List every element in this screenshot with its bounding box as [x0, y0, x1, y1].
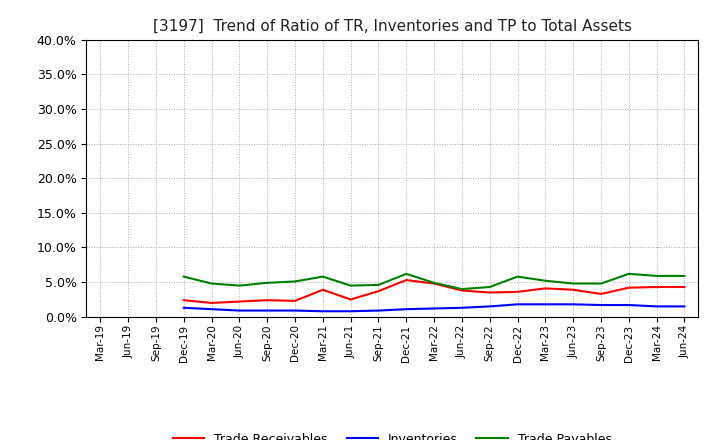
- Inventories: [235, 308, 243, 313]
- Inventories: [179, 305, 188, 311]
- Inventories: [263, 308, 271, 313]
- Trade Receivables: [207, 300, 216, 305]
- Trade Receivables: [569, 287, 577, 293]
- Inventories: [291, 308, 300, 313]
- Trade Payables: [235, 283, 243, 288]
- Trade Payables: [346, 283, 355, 288]
- Trade Receivables: [374, 289, 383, 294]
- Line: Trade Payables: Trade Payables: [184, 274, 685, 289]
- Trade Receivables: [235, 299, 243, 304]
- Trade Payables: [513, 274, 522, 279]
- Trade Receivables: [291, 298, 300, 304]
- Trade Receivables: [318, 287, 327, 293]
- Inventories: [458, 305, 467, 311]
- Trade Receivables: [624, 285, 633, 290]
- Trade Receivables: [263, 297, 271, 303]
- Trade Receivables: [458, 288, 467, 293]
- Trade Receivables: [402, 278, 410, 283]
- Trade Receivables: [680, 284, 689, 290]
- Trade Payables: [291, 279, 300, 284]
- Trade Receivables: [513, 289, 522, 294]
- Inventories: [680, 304, 689, 309]
- Trade Payables: [458, 286, 467, 292]
- Inventories: [597, 302, 606, 308]
- Trade Receivables: [430, 281, 438, 286]
- Trade Payables: [179, 274, 188, 279]
- Inventories: [402, 307, 410, 312]
- Trade Payables: [569, 281, 577, 286]
- Inventories: [207, 307, 216, 312]
- Trade Receivables: [652, 284, 661, 290]
- Trade Receivables: [541, 286, 550, 291]
- Trade Payables: [652, 273, 661, 279]
- Inventories: [430, 306, 438, 311]
- Trade Receivables: [597, 291, 606, 297]
- Inventories: [374, 308, 383, 313]
- Trade Payables: [374, 282, 383, 288]
- Line: Inventories: Inventories: [184, 304, 685, 311]
- Trade Payables: [597, 281, 606, 286]
- Inventories: [346, 308, 355, 314]
- Trade Payables: [624, 271, 633, 276]
- Trade Payables: [541, 278, 550, 283]
- Trade Payables: [485, 284, 494, 290]
- Trade Payables: [318, 274, 327, 279]
- Inventories: [318, 308, 327, 314]
- Title: [3197]  Trend of Ratio of TR, Inventories and TP to Total Assets: [3197] Trend of Ratio of TR, Inventories…: [153, 19, 632, 34]
- Inventories: [652, 304, 661, 309]
- Trade Payables: [207, 281, 216, 286]
- Inventories: [541, 302, 550, 307]
- Trade Payables: [430, 280, 438, 286]
- Trade Payables: [402, 271, 410, 276]
- Trade Receivables: [179, 297, 188, 303]
- Inventories: [485, 304, 494, 309]
- Line: Trade Receivables: Trade Receivables: [184, 280, 685, 303]
- Inventories: [569, 302, 577, 307]
- Trade Receivables: [346, 297, 355, 302]
- Inventories: [624, 302, 633, 308]
- Legend: Trade Receivables, Inventories, Trade Payables: Trade Receivables, Inventories, Trade Pa…: [168, 429, 617, 440]
- Inventories: [513, 302, 522, 307]
- Trade Payables: [680, 273, 689, 279]
- Trade Receivables: [485, 290, 494, 295]
- Trade Payables: [263, 280, 271, 286]
